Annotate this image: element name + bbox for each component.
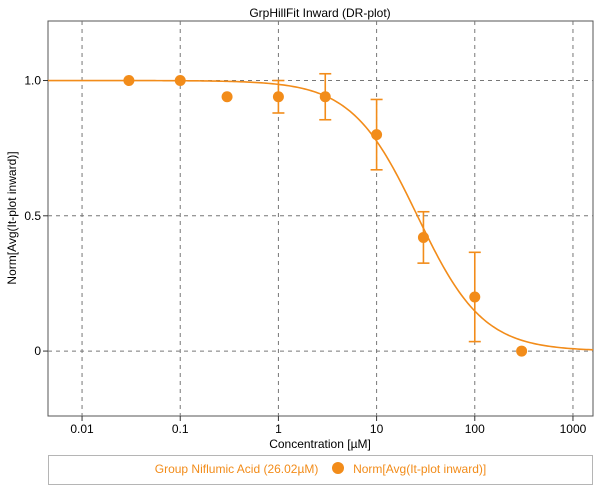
y-axis-ticks: 0 0.5 1.0 (24, 74, 48, 358)
error-bars (272, 72, 481, 343)
x-axis-ticks: 0.01 0.1 1 10 100 1000 (70, 416, 587, 436)
chart-title: GrpHillFit Inward (DR-plot) (249, 6, 390, 20)
data-point (221, 91, 233, 103)
fit-curve-group (48, 79, 594, 351)
legend-circle-marker-icon (331, 462, 344, 474)
data-point (516, 345, 528, 357)
data-point (123, 75, 135, 87)
x-tick-label: 100 (465, 422, 485, 436)
dose-response-chart: 0.01 0.1 1 10 100 1000 0 0.5 1.0 GrpHillFit Inw… (5, 6, 594, 451)
data-point (417, 231, 429, 243)
x-tick-label: 1000 (560, 422, 587, 436)
plot-area (47, 20, 594, 417)
y-tick-label: 0.5 (24, 209, 41, 223)
data-point (272, 91, 284, 103)
data-point (469, 291, 481, 303)
x-tick-label: 1 (275, 422, 282, 436)
legend-group-label: Group Niflumic Acid (26.02µM) (154, 462, 319, 476)
data-point (319, 91, 331, 103)
legend: Group Niflumic Acid (26.02µM) Norm[Avg(I… (48, 455, 593, 485)
data-point (371, 129, 383, 141)
legend-series-label: Norm[Avg(It-plot inward)] (353, 462, 487, 476)
x-tick-label: 0.1 (172, 422, 189, 436)
x-axis-label: Concentration [µM] (269, 437, 371, 451)
x-tick-label: 0.01 (70, 422, 94, 436)
y-axis-label: Norm[Avg(It-plot inward)] (5, 151, 19, 284)
hill-fit-curve (48, 79, 594, 351)
data-point (174, 75, 186, 87)
x-tick-label: 10 (370, 422, 384, 436)
y-tick-label: 1.0 (24, 74, 41, 88)
y-tick-label: 0 (34, 344, 41, 358)
data-points (123, 75, 528, 357)
